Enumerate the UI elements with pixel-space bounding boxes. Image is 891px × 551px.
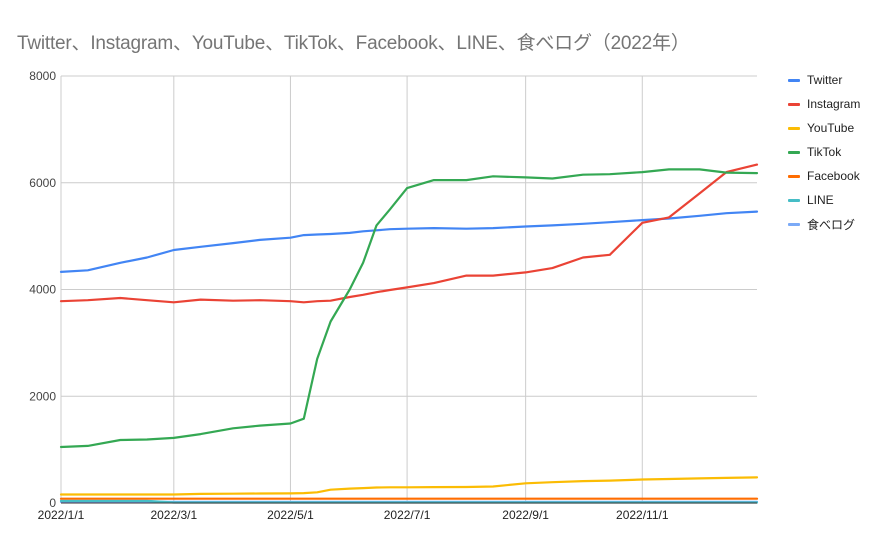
legend-label: Instagram	[807, 97, 861, 111]
legend-swatch-icon	[788, 150, 800, 154]
y-tick-label: 4000	[29, 283, 56, 297]
legend-swatch-icon	[788, 222, 800, 226]
legend-label: LINE	[807, 193, 834, 207]
x-tick-label: 2022/9/1	[502, 508, 549, 522]
legend-label: TikTok	[807, 145, 842, 159]
legend-swatch-icon	[788, 174, 800, 178]
legend-label: 食べログ	[807, 217, 856, 232]
series-lines	[59, 163, 759, 504]
legend-label: Facebook	[807, 169, 860, 183]
legend-item-instagram[interactable]: Instagram	[788, 92, 860, 116]
x-tick-label: 2022/5/1	[267, 508, 314, 522]
legend-swatch-icon	[788, 198, 800, 202]
x-tick-label: 2022/3/1	[150, 508, 197, 522]
x-tick-label: 2022/7/1	[384, 508, 431, 522]
legend-item-youtube[interactable]: YouTube	[788, 116, 860, 140]
gridlines	[60, 75, 757, 503]
legend-item-tiktok[interactable]: TikTok	[788, 140, 860, 164]
x-tick-label: 2022/11/1	[616, 508, 669, 522]
y-tick-label: 0	[49, 496, 56, 510]
x-axis-ticks: 2022/1/1 2022/3/1 2022/5/1 2022/7/1 2022/9/1…	[38, 508, 669, 522]
legend-label: YouTube	[807, 121, 855, 135]
legend: Twitter Instagram YouTube TikTok Faceboo…	[788, 68, 860, 236]
y-tick-label: 8000	[29, 69, 56, 83]
legend-item-tabelog[interactable]: 食べログ	[788, 212, 860, 236]
y-tick-label: 2000	[29, 389, 56, 403]
y-axis-ticks: 0 2000 4000 6000 8000	[29, 69, 56, 510]
legend-item-line[interactable]: LINE	[788, 188, 860, 212]
legend-swatch-icon	[788, 126, 800, 130]
chart-title: Twitter、Instagram、YouTube、TikTok、Faceboo…	[17, 33, 690, 54]
series-line-twitter	[59, 210, 759, 273]
legend-swatch-icon	[788, 102, 800, 106]
series-line-instagram	[59, 163, 759, 304]
legend-item-facebook[interactable]: Facebook	[788, 164, 860, 188]
series-line-tiktok	[59, 168, 759, 449]
legend-item-twitter[interactable]: Twitter	[788, 68, 860, 92]
legend-swatch-icon	[788, 78, 800, 82]
series-line-youtube	[59, 476, 759, 496]
legend-label: Twitter	[807, 73, 843, 87]
x-tick-label: 2022/1/1	[38, 508, 85, 522]
y-tick-label: 6000	[29, 176, 56, 190]
